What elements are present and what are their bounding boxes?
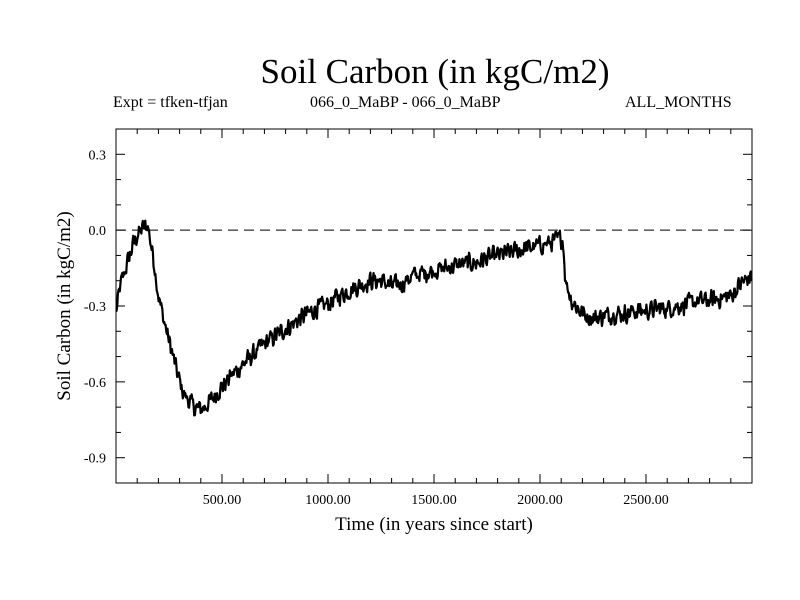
x-tick-label: 2000.00	[517, 493, 563, 508]
months-label: ALL_MONTHS	[625, 94, 732, 111]
plot-frame	[115, 128, 753, 484]
series-line	[115, 219, 753, 417]
y-tick-label: 0.3	[89, 148, 107, 163]
experiment-label: Expt = tfken-tfjan	[113, 94, 228, 111]
tick-labels: 500.00 1000.00 1500.00 2000.00 2500.00 0.3 0.0…	[84, 148, 669, 508]
x-tick-label: 1000.00	[305, 493, 351, 508]
chart-title: Soil Carbon (in kgC/m2)	[260, 52, 610, 91]
x-tick-label: 1500.00	[411, 493, 457, 508]
y-tick-label: 0.0	[89, 224, 107, 239]
x-axis-label: Time (in years since start)	[335, 514, 533, 535]
axis-ticks	[115, 128, 753, 484]
x-tick-label: 500.00	[203, 493, 242, 508]
y-tick-label: -0.9	[84, 452, 106, 467]
y-tick-label: -0.3	[84, 300, 106, 315]
x-tick-label: 2500.00	[623, 493, 669, 508]
comparison-label: 066_0_MaBP - 066_0_MaBP	[310, 94, 501, 111]
y-tick-label: -0.6	[84, 376, 106, 391]
y-axis-label: Soil Carbon (in kgC/m2)	[54, 211, 75, 400]
